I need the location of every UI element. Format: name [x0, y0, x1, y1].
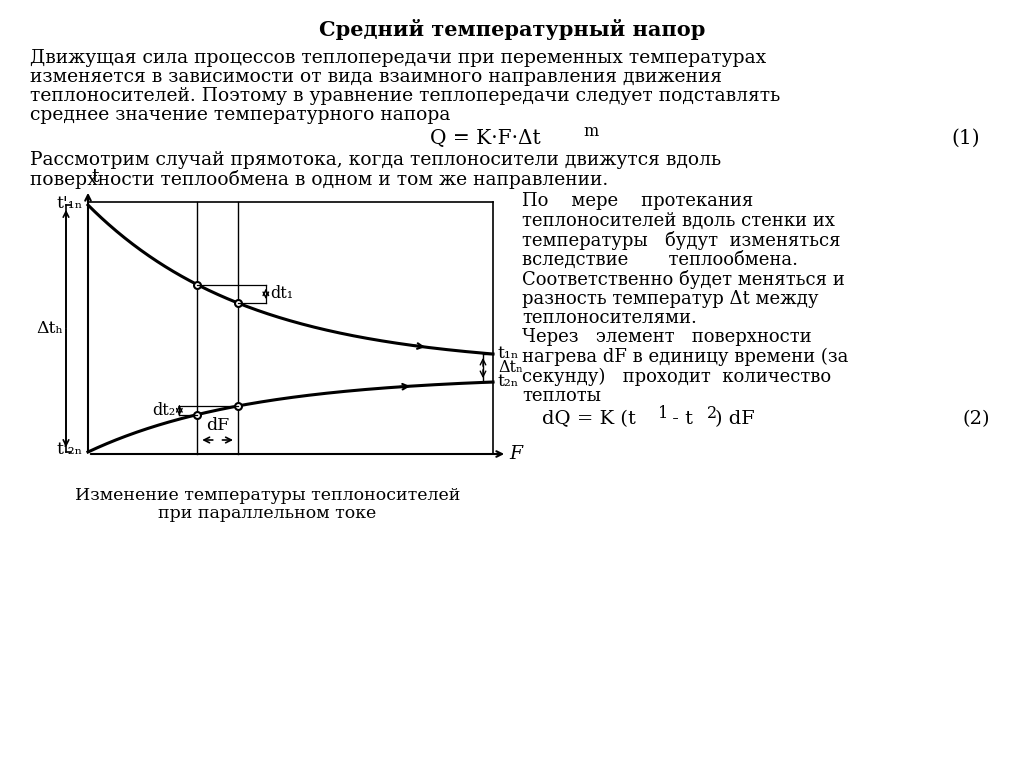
Text: dQ = K (t: dQ = K (t: [542, 410, 636, 429]
Text: dt₁: dt₁: [270, 285, 293, 302]
Text: вследствие       теплообмена.: вследствие теплообмена.: [522, 251, 798, 268]
Text: t: t: [91, 168, 98, 186]
Text: ) dF: ) dF: [715, 410, 755, 429]
Text: dt₂: dt₂: [153, 402, 175, 419]
Text: теплоты: теплоты: [522, 387, 601, 405]
Text: поверхности теплообмена в одном и том же направлении.: поверхности теплообмена в одном и том же…: [30, 170, 608, 189]
Text: при параллельном токе: при параллельном токе: [159, 505, 377, 522]
Text: секунду)   проходит  количество: секунду) проходит количество: [522, 367, 831, 386]
Text: t'₂ₙ: t'₂ₙ: [56, 442, 83, 459]
Text: 1: 1: [658, 404, 669, 422]
Text: Δtₕ: Δtₕ: [37, 320, 63, 337]
Text: Через   элемент   поверхности: Через элемент поверхности: [522, 328, 812, 347]
Text: Δtₙ: Δtₙ: [498, 360, 523, 377]
Text: разность температур Δt между: разность температур Δt между: [522, 289, 818, 308]
Text: теплоносителей вдоль стенки их: теплоносителей вдоль стенки их: [522, 212, 835, 229]
Text: По    мере    протекания: По мере протекания: [522, 192, 754, 210]
Text: dF: dF: [206, 417, 229, 434]
Text: температуры   будут  изменяться: температуры будут изменяться: [522, 231, 841, 250]
Text: Рассмотрим случай прямотока, когда теплоносители движутся вдоль: Рассмотрим случай прямотока, когда тепло…: [30, 151, 721, 169]
Text: Средний температурный напор: Средний температурный напор: [318, 19, 706, 40]
Text: среднее значение температурного напора: среднее значение температурного напора: [30, 106, 451, 124]
Text: t₁ₙ: t₁ₙ: [498, 345, 519, 363]
Text: Изменение температуры теплоносителей: Изменение температуры теплоносителей: [75, 487, 460, 504]
Text: теплоносителей. Поэтому в уравнение теплопередачи следует подставлять: теплоносителей. Поэтому в уравнение тепл…: [30, 87, 780, 105]
Text: (2): (2): [963, 410, 990, 429]
Text: 2: 2: [707, 404, 717, 422]
Text: - t: - t: [666, 410, 693, 429]
Text: Движущая сила процессов теплопередачи при переменных температурах: Движущая сила процессов теплопередачи пр…: [30, 49, 766, 67]
Text: F: F: [509, 445, 522, 463]
Text: теплоносителями.: теплоносителями.: [522, 309, 697, 327]
Text: m: m: [583, 123, 598, 140]
Text: t₂ₙ: t₂ₙ: [498, 374, 519, 390]
Text: Соответственно будет меняться и: Соответственно будет меняться и: [522, 270, 845, 289]
Text: Q = K·F·Δt: Q = K·F·Δt: [430, 129, 541, 148]
Text: (1): (1): [951, 129, 980, 148]
Text: нагрева dF в единицу времени (за: нагрева dF в единицу времени (за: [522, 348, 848, 367]
Text: t'₁ₙ: t'₁ₙ: [56, 195, 83, 212]
Text: изменяется в зависимости от вида взаимного направления движения: изменяется в зависимости от вида взаимно…: [30, 68, 722, 86]
